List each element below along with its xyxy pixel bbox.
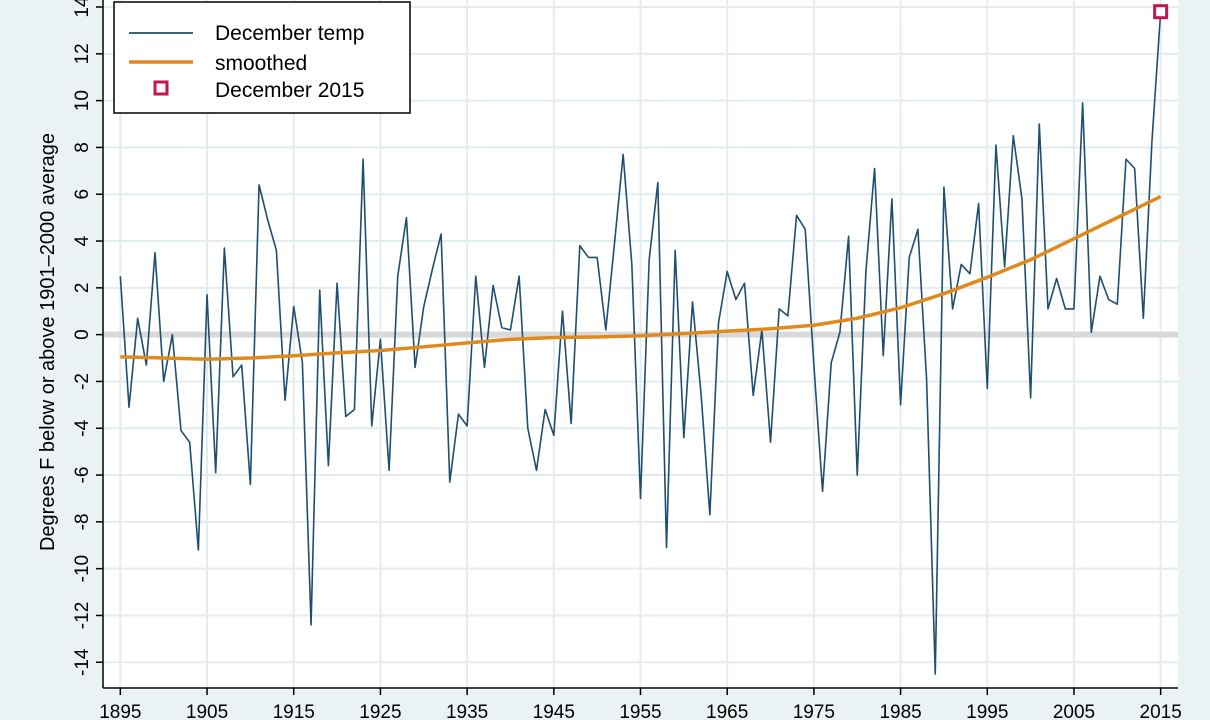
- y-tick-label: -10: [72, 555, 93, 582]
- x-tick-label: 2015: [1140, 702, 1182, 720]
- y-tick-label: -8: [72, 513, 93, 530]
- y-axis-ticks: -14 -12 -10 -8 -6 -4 -2 0 2 4 6 8 10 12 14: [72, 0, 103, 676]
- y-tick-label: -2: [72, 373, 93, 390]
- x-tick-label: 1965: [706, 702, 748, 720]
- x-tick-label: 1955: [619, 702, 661, 720]
- y-tick-label: -14: [72, 648, 93, 676]
- x-tick-label: 1915: [273, 702, 315, 720]
- y-tick-label: 12: [72, 43, 93, 64]
- x-tick-label: 1905: [186, 702, 228, 720]
- marker-december-2015: [1153, 4, 1169, 20]
- y-tick-label: 4: [72, 235, 93, 246]
- y-tick-label: 10: [72, 90, 93, 111]
- y-tick-label: 8: [72, 142, 93, 153]
- y-tick-label: -6: [72, 467, 93, 484]
- series-smoothed-line: [120, 194, 1162, 361]
- y-tick-label: 14: [72, 0, 93, 18]
- x-tick-label: 2005: [1053, 702, 1095, 720]
- y-tick-label: -12: [72, 602, 93, 629]
- x-tick-label: 1925: [359, 702, 401, 720]
- x-tick-label: 1985: [879, 702, 921, 720]
- y-tick-label: 2: [72, 283, 93, 294]
- y-tick-label: 6: [72, 189, 93, 200]
- x-tick-label: 1945: [533, 702, 575, 720]
- x-axis-ticks: 1895 1905 1915 1925 1935 1945 1955 1965 1975 1985…: [99, 688, 1182, 720]
- y-tick-label: -4: [72, 419, 93, 436]
- x-tick-label: 1975: [793, 702, 835, 720]
- x-tick-label: 1935: [446, 702, 488, 720]
- legend-label-december-2015: December 2015: [215, 79, 364, 102]
- legend-swatch-december-2015: [153, 80, 169, 96]
- gridlines: [103, 0, 1178, 688]
- series-layer: [119, 4, 1169, 675]
- legend: December temp smoothed December 2015: [113, 1, 411, 114]
- x-tick-label: 1995: [966, 702, 1008, 720]
- y-tick-label: 0: [72, 329, 93, 340]
- legend-label-smoothed: smoothed: [215, 52, 307, 75]
- series-december-temp-line: [119, 11, 1162, 675]
- y-axis-title: Degrees F below or above 1901–2000 avera…: [37, 133, 59, 551]
- legend-label-december-temp: December temp: [215, 22, 364, 45]
- x-tick-label: 1895: [99, 702, 141, 720]
